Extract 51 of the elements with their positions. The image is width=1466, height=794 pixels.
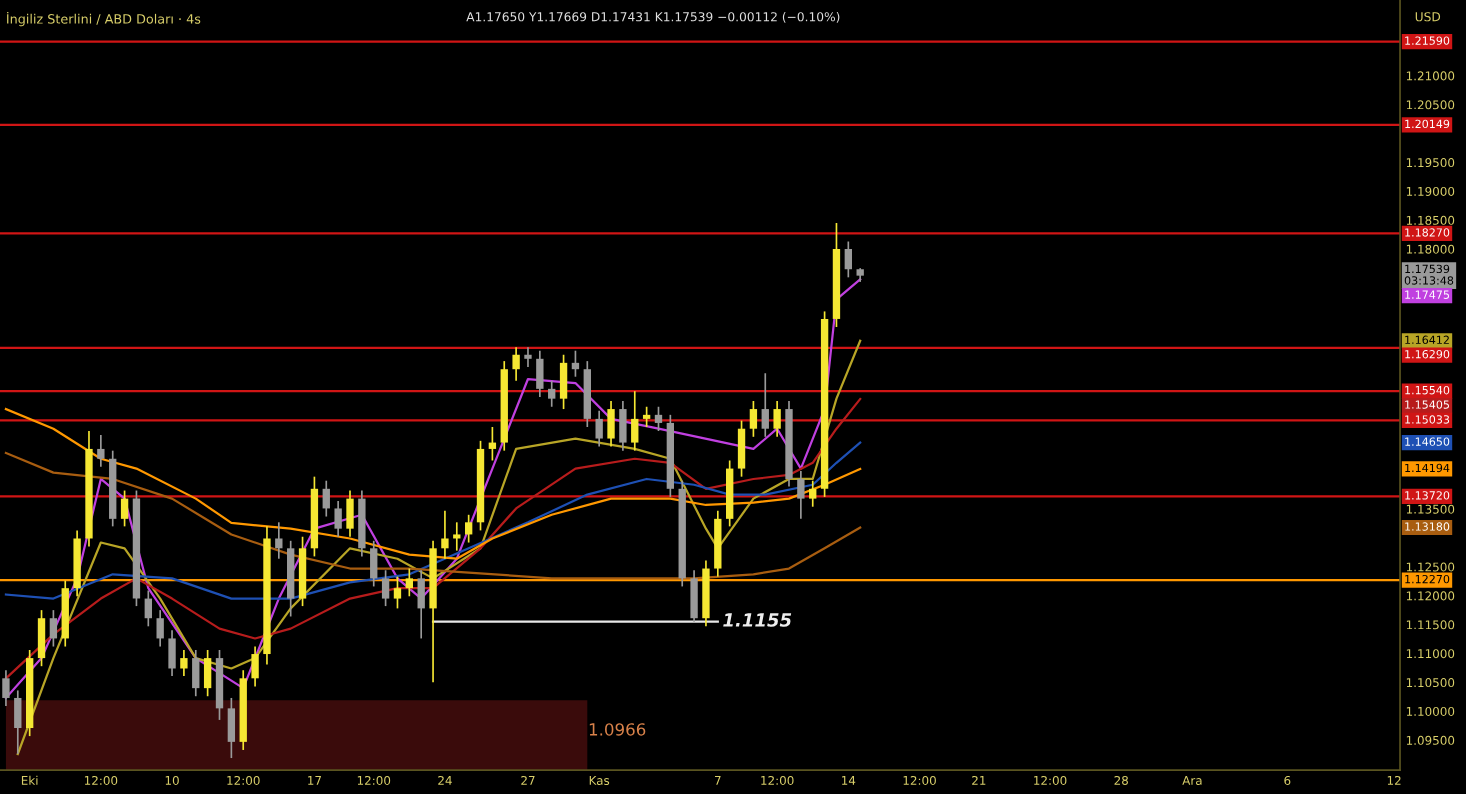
candlestick bbox=[381, 569, 390, 607]
line-series bbox=[4, 407, 862, 560]
candlestick bbox=[203, 649, 212, 698]
candlestick bbox=[14, 689, 22, 755]
candlestick bbox=[2, 669, 10, 707]
candlestick bbox=[797, 470, 805, 520]
candlestick bbox=[619, 400, 627, 452]
candlestick bbox=[97, 434, 105, 468]
candlestick bbox=[156, 609, 164, 648]
candlestick bbox=[464, 513, 473, 544]
annotation: 1.1155 bbox=[723, 613, 792, 627]
candlestick bbox=[453, 521, 461, 552]
candlestick bbox=[346, 489, 354, 538]
candlestick bbox=[334, 500, 342, 538]
candlestick bbox=[548, 379, 556, 408]
candlestick bbox=[749, 400, 758, 438]
candlestick bbox=[227, 697, 236, 759]
candlestick bbox=[654, 405, 663, 432]
candlestick bbox=[251, 645, 259, 688]
candlestick bbox=[275, 521, 283, 560]
candlestick bbox=[773, 400, 781, 438]
candlestick bbox=[844, 240, 852, 279]
candlestick bbox=[809, 479, 817, 508]
candlestick bbox=[607, 400, 615, 448]
candlestick bbox=[631, 390, 639, 452]
candlestick bbox=[370, 539, 378, 588]
candlestick bbox=[761, 372, 769, 438]
annotation: 1.0966 bbox=[589, 723, 646, 736]
candlestick bbox=[192, 649, 200, 698]
candlestick bbox=[49, 609, 58, 648]
candlestick bbox=[405, 567, 414, 598]
candlestick bbox=[512, 346, 520, 382]
candlestick bbox=[393, 575, 402, 610]
candlestick bbox=[168, 629, 176, 677]
candlestick bbox=[536, 349, 544, 398]
line-series bbox=[4, 441, 862, 600]
candlestick bbox=[595, 409, 603, 448]
candlestick bbox=[180, 649, 188, 677]
candlestick bbox=[559, 353, 568, 410]
candlestick bbox=[524, 346, 532, 368]
candlestick bbox=[690, 569, 698, 623]
candlestick bbox=[441, 509, 449, 560]
candlestick bbox=[642, 405, 651, 428]
line-series bbox=[4, 278, 862, 700]
candlestick bbox=[322, 479, 330, 518]
candlestick bbox=[120, 489, 129, 528]
candlestick bbox=[144, 589, 152, 628]
line-series bbox=[16, 339, 862, 756]
candlestick bbox=[737, 419, 746, 478]
candlestick bbox=[37, 609, 46, 668]
candlestick bbox=[417, 569, 425, 640]
